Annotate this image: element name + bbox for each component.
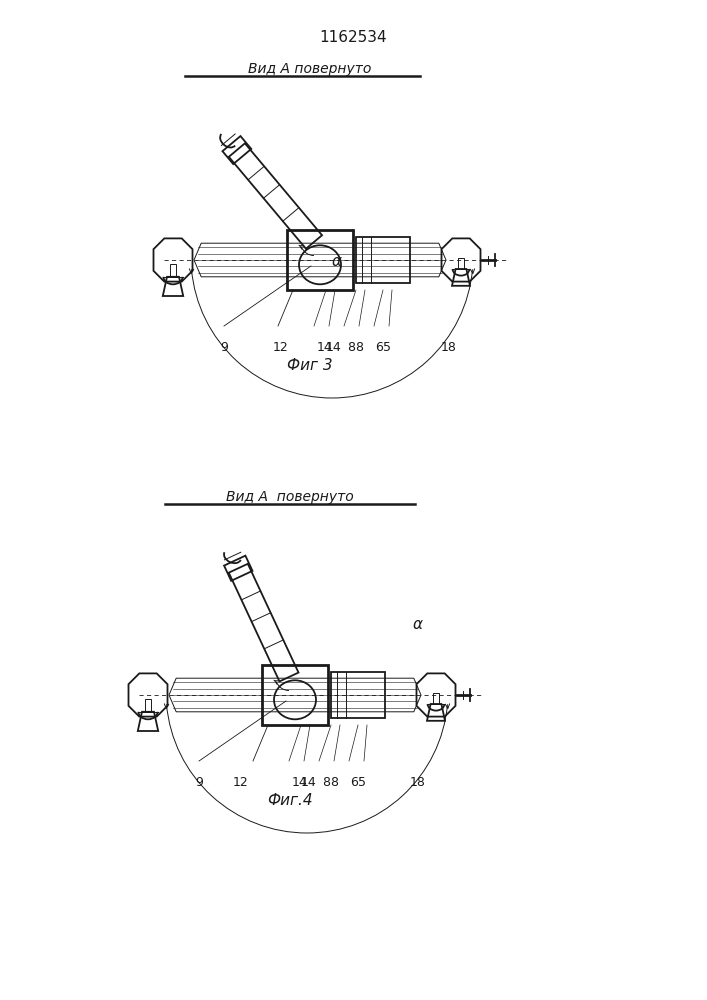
Text: 12: 12	[273, 341, 289, 354]
Text: 6: 6	[375, 341, 382, 354]
Text: 12: 12	[233, 776, 249, 789]
Text: 9: 9	[195, 776, 203, 789]
Text: 18: 18	[410, 776, 426, 789]
Text: 8: 8	[330, 776, 338, 789]
Bar	[458, 258, 464, 269]
Text: 14: 14	[300, 776, 316, 789]
Text: 8: 8	[347, 341, 355, 354]
Text: 14: 14	[292, 776, 308, 789]
Text: 14: 14	[325, 341, 341, 354]
Text: 8: 8	[322, 776, 330, 789]
Text: 5: 5	[383, 341, 391, 354]
Text: 8: 8	[355, 341, 363, 354]
Text: Вид А  повернуто: Вид А повернуто	[226, 490, 354, 504]
Text: 6: 6	[350, 776, 358, 789]
Bar	[262, 665, 328, 725]
Text: Фиг.4: Фиг.4	[267, 793, 312, 808]
Bar	[145, 699, 151, 712]
Text: 14: 14	[317, 341, 333, 354]
Text: 9: 9	[220, 341, 228, 354]
Bar	[331, 672, 385, 718]
Bar	[433, 693, 439, 704]
Bar	[170, 264, 176, 277]
Text: 18: 18	[441, 341, 457, 354]
Text: Фиг 3: Фиг 3	[287, 358, 333, 373]
Text: α: α	[413, 617, 423, 632]
Bar	[287, 230, 353, 290]
Text: 5: 5	[358, 776, 366, 789]
Text: Вид А повернуто: Вид А повернуто	[248, 62, 372, 76]
Bar	[356, 237, 410, 283]
Text: 1162534: 1162534	[319, 30, 387, 45]
Text: α: α	[332, 254, 342, 269]
